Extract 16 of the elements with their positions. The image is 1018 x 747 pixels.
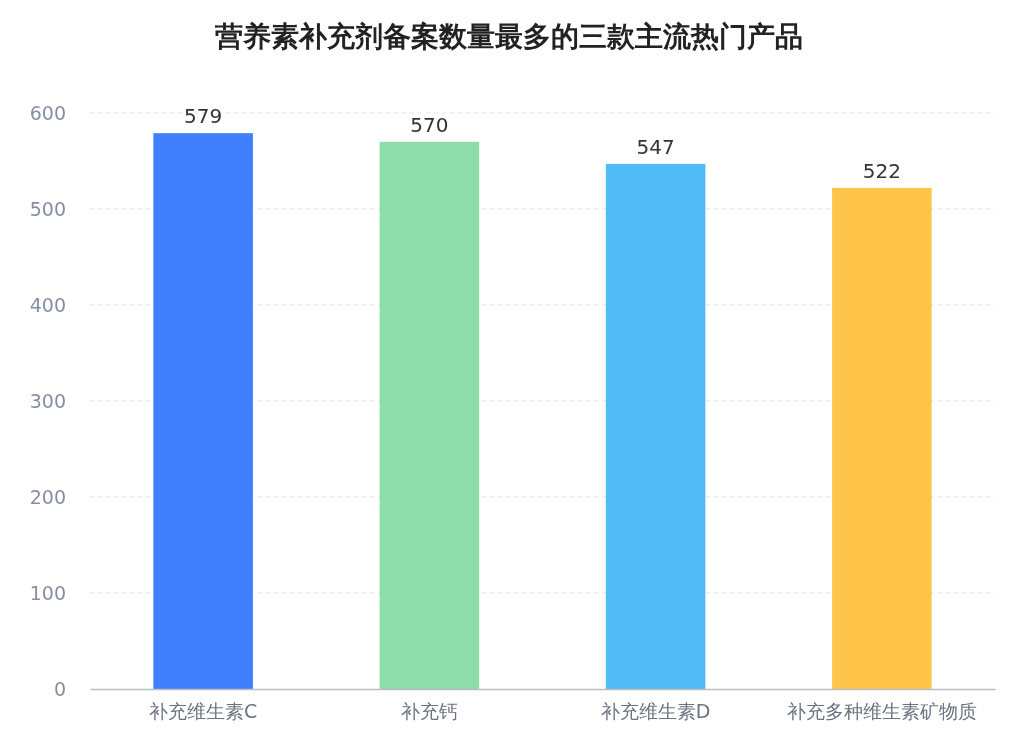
data-label: 547 [636, 134, 675, 159]
y-tick-label: 500 [29, 197, 66, 220]
y-tick-label: 300 [29, 389, 66, 412]
y-tick-label: 100 [29, 581, 66, 604]
data-label: 522 [862, 158, 901, 183]
data-label: 579 [184, 104, 223, 129]
y-tick-label: 200 [29, 485, 66, 508]
chart-title: 营养素补充剂备案数量最多的三款主流热门产品 [214, 20, 803, 53]
y-tick-label: 0 [53, 677, 66, 700]
data-label: 570 [410, 112, 449, 137]
x-tick-label: 补充多种维生素矿物质 [786, 700, 977, 723]
y-tick-label: 600 [29, 101, 66, 124]
y-tick-label: 400 [29, 293, 66, 316]
x-tick-label: 补充维生素D [600, 700, 711, 723]
x-tick-label: 补充钙 [400, 700, 458, 723]
x-tick-label: 补充维生素C [148, 700, 258, 723]
